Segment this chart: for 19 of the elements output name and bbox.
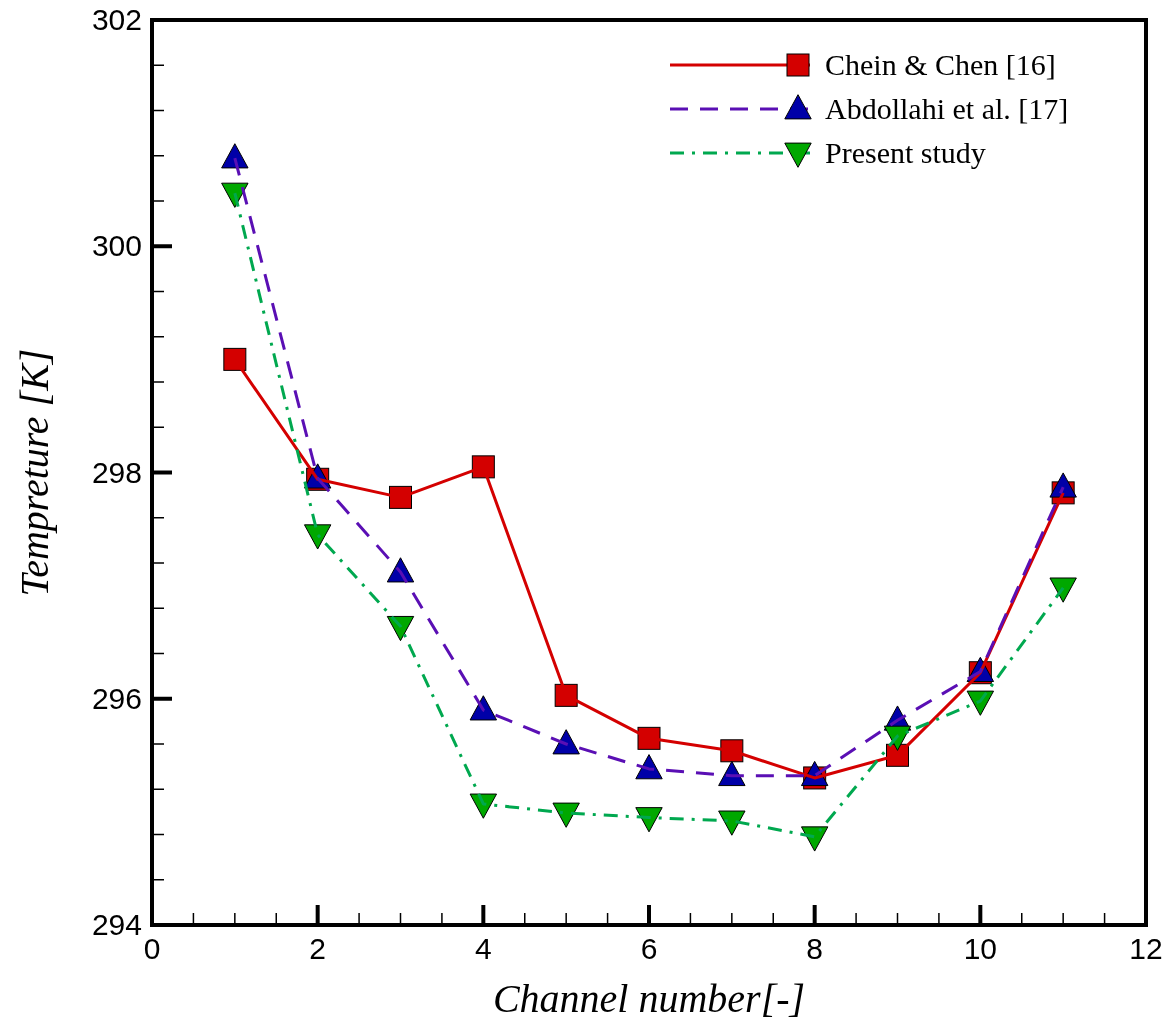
point (223, 347, 247, 371)
legend-label: Present study (825, 136, 986, 169)
y-tick-label: 294 (91, 908, 142, 941)
y-tick-label: 298 (91, 455, 142, 489)
y-axis-title: Tempreture [K] (12, 348, 57, 597)
point (637, 726, 661, 750)
y-tick-label: 300 (91, 229, 142, 263)
x-tick-label: 0 (143, 932, 161, 965)
y-tick-label: 296 (91, 681, 142, 715)
x-tick-label: 8 (806, 932, 824, 965)
legend-label: Abdollahi et al. [17] (825, 92, 1069, 125)
x-tick-label: 6 (640, 932, 658, 965)
x-tick-label: 10 (963, 932, 998, 965)
x-tick-label: 2 (309, 932, 327, 965)
legend-label: Chein & Chen [16] (825, 48, 1056, 81)
x-tick-label: 12 (1129, 932, 1163, 965)
x-tick-label: 4 (474, 932, 492, 965)
x-axis-title: Channel number[-] (492, 976, 806, 1021)
y-tick-label: 302 (91, 3, 142, 36)
